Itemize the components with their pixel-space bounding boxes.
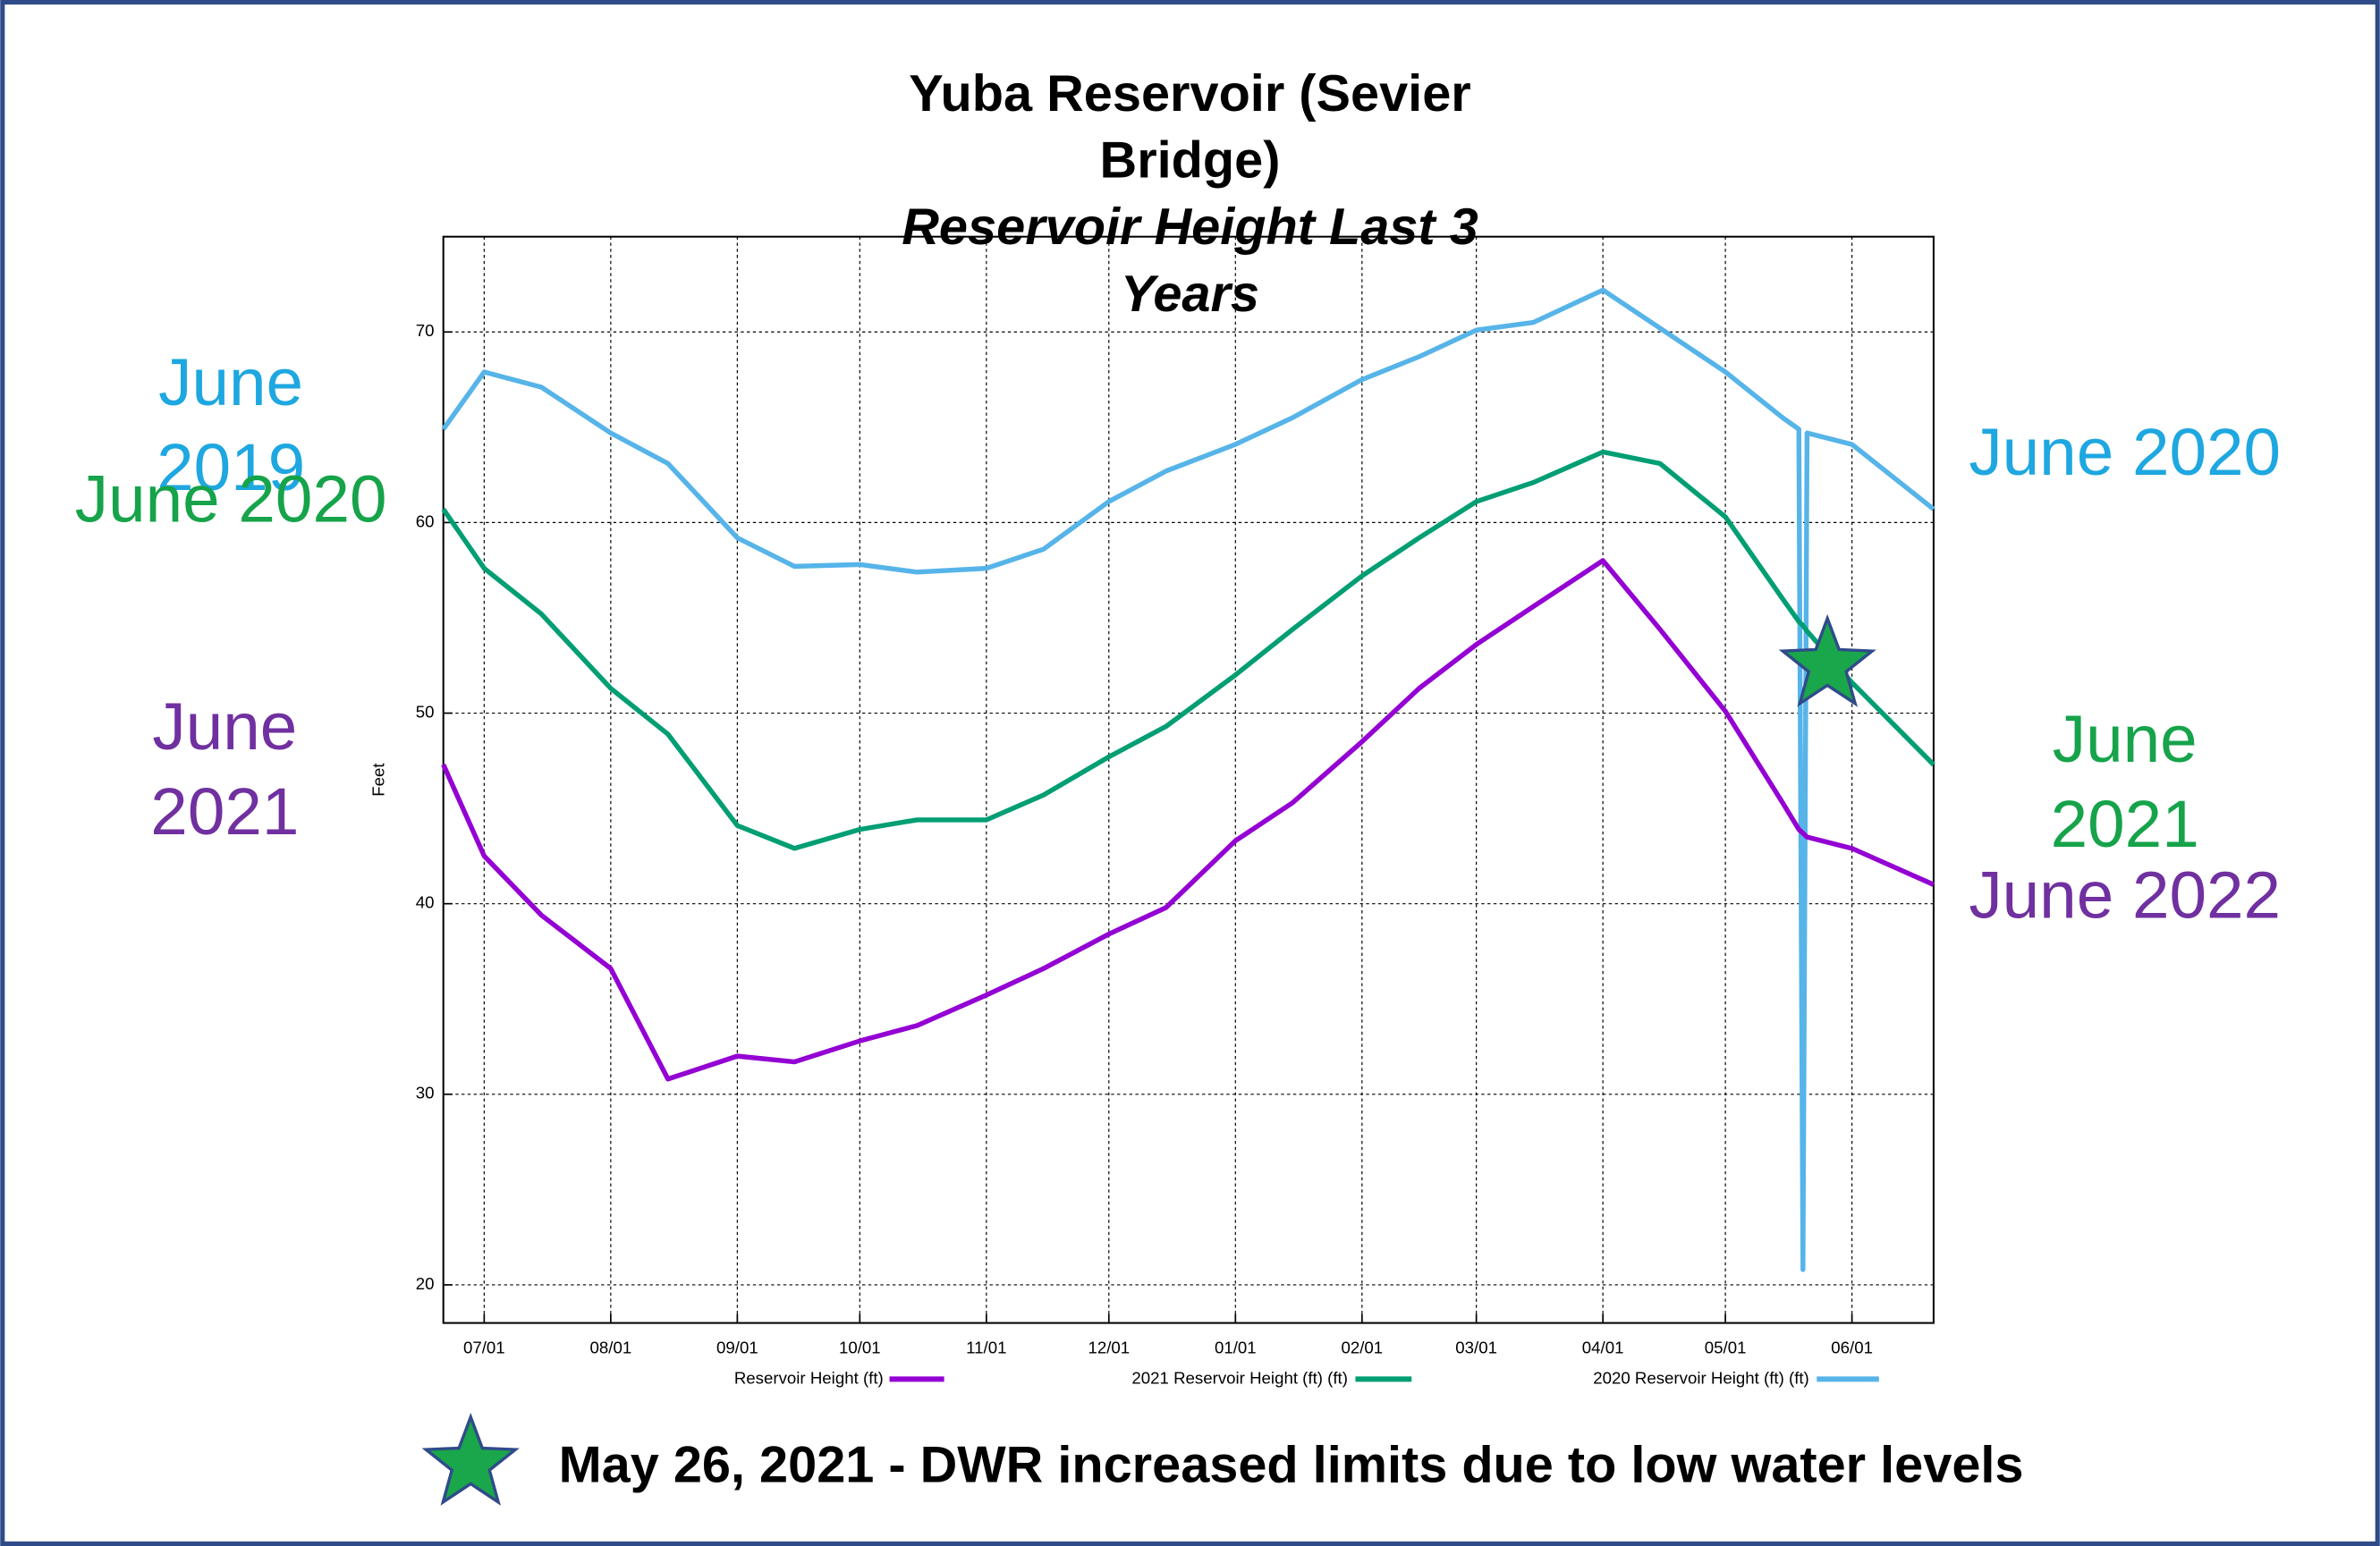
x-tick-label: 05/01 — [1705, 1338, 1747, 1356]
data-line — [441, 449, 1935, 851]
annotation-box: June 2022 — [1969, 858, 2282, 934]
annotation-box: June 2020 — [74, 462, 387, 537]
annotation-box: June 2019 — [157, 345, 306, 506]
legend-label: 2021 Reservoir Height (ft) (ft) — [1131, 1368, 1348, 1387]
y-tick-label: 60 — [416, 511, 435, 530]
annotation: June 2022 — [1969, 858, 2282, 934]
legend-label: 2020 Reservoir Height (ft) (ft) — [1593, 1368, 1809, 1387]
data-line — [441, 558, 1935, 1082]
annotation: June 2020 — [74, 462, 387, 537]
chart-subtitle: Reservoir Height Last 3 Years — [902, 199, 1478, 324]
footnote-star — [421, 1412, 520, 1506]
x-tick-label: 09/01 — [716, 1338, 758, 1356]
event-star — [1778, 613, 1876, 707]
title-box: Yuba Reservoir (Sevier Bridge)Reservoir … — [856, 61, 1524, 328]
x-tick-label: 04/01 — [1582, 1338, 1624, 1356]
footnote: May 26, 2021 - DWR increased limits due … — [559, 1437, 2024, 1494]
x-tick-label: 12/01 — [1088, 1338, 1130, 1356]
annotation: June 2019 — [157, 345, 306, 506]
x-tick-label: 01/01 — [1215, 1338, 1257, 1356]
x-tick-label: 06/01 — [1831, 1338, 1873, 1356]
x-tick-label: 08/01 — [590, 1338, 632, 1356]
y-axis-label: Feet — [368, 763, 387, 797]
y-tick-label: 20 — [416, 1274, 435, 1293]
x-tick-label: 02/01 — [1341, 1338, 1383, 1356]
x-tick-label: 10/01 — [839, 1338, 881, 1356]
y-tick-label: 40 — [416, 893, 435, 912]
chart-title: Yuba Reservoir (Sevier Bridge) — [909, 64, 1471, 190]
x-tick-label: 03/01 — [1455, 1338, 1497, 1356]
annotation: June 2021 — [2050, 702, 2199, 862]
title-wrap: Yuba Reservoir (Sevier Bridge) Reservoir … — [856, 61, 1524, 328]
y-tick-label: 50 — [416, 702, 435, 721]
x-tick-label: 11/01 — [966, 1338, 1006, 1356]
annotation: June 2021 — [150, 690, 300, 850]
legend-label: Reservoir Height (ft) — [734, 1368, 884, 1387]
x-tick-label: 07/01 — [463, 1338, 505, 1356]
annotation-box: June 2021 — [150, 690, 300, 850]
data-line — [441, 287, 1935, 1272]
annotation-box: June 2021 — [2050, 702, 2199, 862]
y-tick-label: 30 — [416, 1084, 435, 1102]
annotation: June 2020 — [1969, 415, 2282, 491]
plot-area — [442, 235, 1935, 1324]
y-tick-label: 70 — [416, 321, 435, 340]
annotation-box: June 2020 — [1969, 415, 2282, 491]
